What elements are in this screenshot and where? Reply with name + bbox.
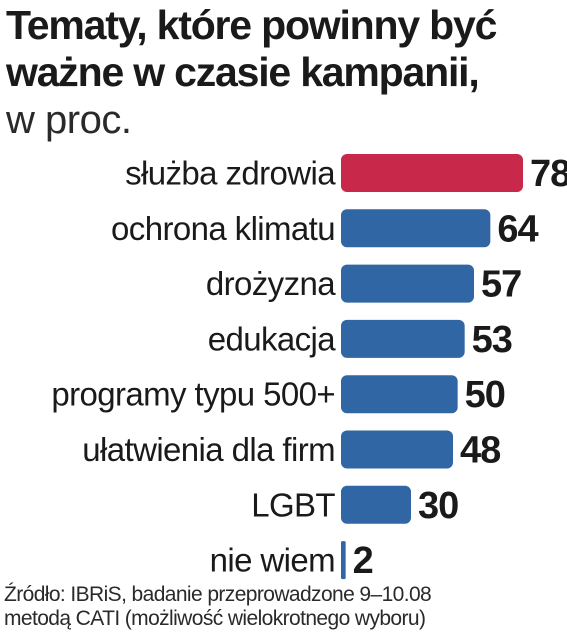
source-line-2: metodą CATI (możliwość wielokrotnego wyb… (4, 607, 426, 630)
bar (341, 375, 458, 414)
value-label: 48 (460, 430, 500, 472)
bar (341, 264, 474, 303)
value-label: 78 (530, 153, 567, 195)
chart-subtitle: w proc. (6, 98, 132, 142)
value-label: 53 (472, 319, 512, 361)
chart-title: Tematy, które powinny być ważne w czasie… (6, 2, 497, 95)
bar (341, 209, 491, 248)
category-label: LGBT (251, 486, 335, 523)
value-label: 30 (418, 485, 458, 527)
category-label: programy typu 500+ (51, 376, 335, 413)
bar-chart: służba zdrowia 78 ochrona klimatu 64 drożyzn… (51, 153, 567, 580)
value-label: 50 (465, 374, 505, 416)
category-label: ułatwienia dla firm (82, 431, 335, 468)
source-line-1: Źródło: IBRiS, badanie przeprowadzone 9–… (4, 583, 432, 606)
bar (341, 319, 465, 358)
value-label: 2 (353, 540, 373, 580)
category-label: drożyzna (206, 265, 336, 302)
category-label: edukacja (208, 320, 337, 357)
source-note: Źródło: IBRiS, badanie przeprowadzone 9–… (4, 583, 564, 631)
value-label: 64 (497, 208, 538, 250)
bar (341, 541, 346, 580)
bar (341, 430, 453, 469)
value-label: 57 (481, 264, 521, 306)
category-label: nie wiem (210, 542, 335, 579)
category-label: służba zdrowia (125, 155, 336, 192)
bar (341, 485, 411, 524)
bar (341, 154, 523, 192)
category-label: ochrona klimatu (111, 210, 335, 247)
